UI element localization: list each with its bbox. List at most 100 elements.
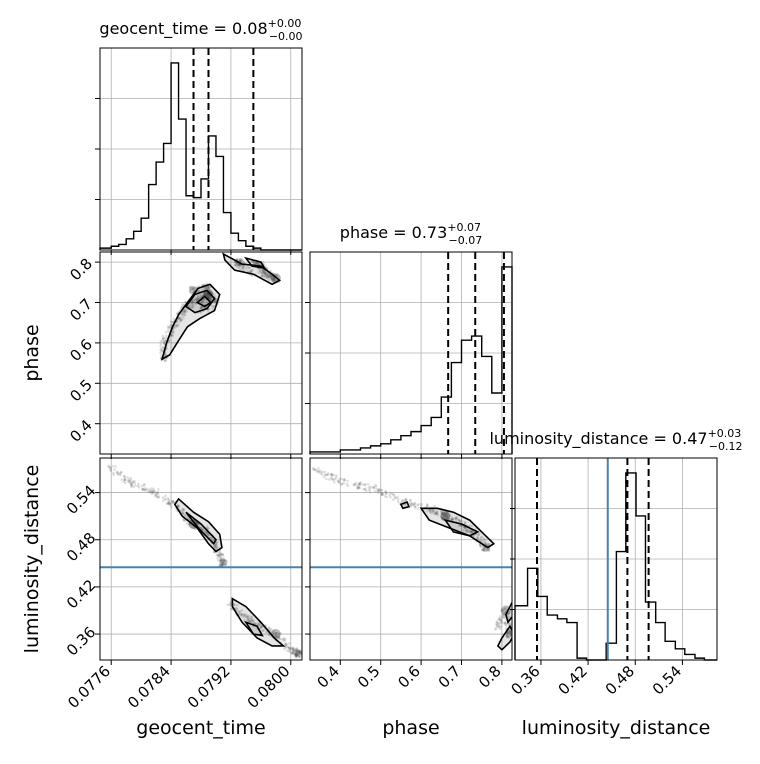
sample-point — [477, 533, 481, 537]
sample-point — [219, 561, 223, 565]
sample-point — [243, 613, 246, 616]
sample-point — [262, 271, 265, 275]
sample-point — [317, 470, 321, 474]
sample-point — [191, 301, 195, 304]
x-tick-label: 0.54 — [649, 662, 685, 698]
sample-point — [261, 628, 265, 632]
sample-point — [181, 312, 185, 316]
sample-point — [367, 488, 371, 492]
sample-point — [176, 505, 180, 508]
sample-point — [277, 636, 281, 639]
sample-point — [220, 559, 223, 562]
sample-point — [297, 650, 301, 654]
sample-point — [215, 546, 219, 549]
sample-point — [431, 510, 435, 513]
sample-point — [505, 634, 508, 638]
sample-point — [111, 465, 115, 468]
sample-point — [259, 627, 262, 630]
sample-point — [200, 300, 204, 303]
sample-point — [245, 613, 248, 617]
sample-point — [178, 317, 181, 320]
sample-point — [482, 548, 486, 551]
sample-point — [181, 508, 184, 511]
sample-point — [264, 271, 267, 275]
sample-point — [122, 474, 126, 478]
sample-point — [246, 269, 250, 272]
sample-point — [163, 497, 167, 501]
sample-point — [358, 481, 362, 485]
sample-point — [266, 275, 270, 279]
sample-point — [220, 563, 223, 567]
sample-point — [482, 549, 486, 552]
sample-point — [191, 287, 194, 291]
density-contour — [231, 597, 286, 647]
sample-point — [291, 647, 295, 651]
sample-point — [256, 623, 260, 626]
sample-point — [221, 562, 225, 565]
sample-point — [136, 484, 140, 488]
sample-point — [165, 334, 168, 338]
density-contour — [243, 620, 264, 637]
sample-point — [293, 652, 296, 655]
sample-point — [157, 488, 160, 491]
sample-point — [208, 296, 211, 300]
sample-point — [284, 643, 288, 646]
x-tick-label: 0.6 — [394, 662, 424, 692]
sample-point — [433, 509, 437, 513]
sample-point — [123, 478, 127, 482]
sample-point — [332, 478, 335, 482]
sample-point — [499, 618, 502, 622]
sample-point — [197, 297, 200, 300]
sample-point — [238, 610, 242, 614]
x-tick-label: 0.0784 — [124, 662, 174, 712]
sample-point — [171, 499, 174, 503]
sample-point — [239, 614, 243, 617]
sample-point — [267, 275, 271, 279]
sample-point — [342, 481, 346, 485]
sample-point — [159, 344, 162, 347]
sample-point — [168, 502, 172, 505]
sample-point — [476, 536, 479, 540]
sample-point — [509, 632, 512, 636]
sample-point — [258, 269, 262, 272]
y-tick-label: 0.6 — [66, 335, 96, 365]
sample-point — [394, 496, 398, 500]
sample-point — [294, 654, 298, 658]
sample-point — [314, 468, 317, 471]
sample-point — [481, 548, 484, 552]
sample-point — [221, 561, 224, 565]
sample-point — [460, 519, 464, 523]
sample-point — [204, 287, 208, 291]
sample-point — [363, 483, 367, 486]
sample-point — [508, 635, 511, 638]
sample-point — [501, 610, 504, 613]
sample-point — [181, 511, 185, 515]
sample-point — [176, 504, 180, 507]
sample-point — [244, 267, 248, 270]
sample-point — [116, 473, 120, 476]
sample-point — [425, 503, 429, 506]
sample-point — [205, 531, 209, 535]
sample-point — [470, 530, 474, 533]
sample-point — [213, 300, 217, 304]
sample-point — [404, 498, 407, 501]
sample-point — [182, 518, 185, 522]
sample-point — [409, 505, 412, 508]
sample-point — [251, 260, 255, 263]
sample-point — [443, 512, 447, 516]
sample-point — [509, 631, 512, 635]
sample-point — [497, 625, 500, 629]
sample-point — [172, 501, 175, 504]
sample-point — [203, 287, 207, 290]
sample-point — [188, 286, 192, 290]
density-contour — [496, 624, 512, 651]
sample-point — [457, 524, 461, 528]
panel-frame — [99, 251, 303, 455]
sample-point — [235, 257, 239, 260]
sample-point — [130, 485, 133, 488]
sample-point — [463, 525, 466, 529]
sample-point — [464, 527, 468, 530]
sample-point — [260, 275, 264, 278]
sample-point — [194, 287, 198, 290]
sample-point — [436, 513, 440, 517]
